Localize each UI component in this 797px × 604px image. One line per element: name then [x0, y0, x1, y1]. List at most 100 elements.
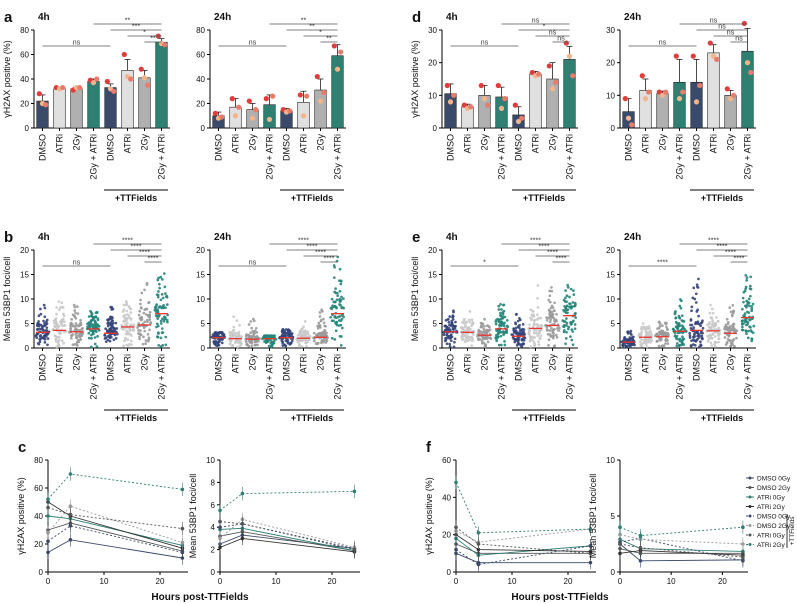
cell-point [515, 344, 519, 347]
cell-point [513, 330, 516, 334]
y-tick-label: 0 [433, 344, 438, 353]
cell-point [697, 314, 700, 318]
cell-point [694, 292, 698, 296]
cell-point [548, 329, 552, 332]
cell-point [62, 341, 66, 345]
cell-point [528, 338, 532, 342]
cell-point [723, 327, 726, 331]
series-point [454, 525, 458, 529]
category-label: ATRi [709, 354, 719, 373]
cell-point [129, 334, 133, 337]
cell-point [728, 339, 732, 342]
cell-point [122, 320, 125, 323]
cell-point [138, 309, 142, 313]
cell-point [539, 316, 543, 320]
cell-point [666, 342, 670, 345]
cell-point [233, 341, 237, 344]
cell-point [674, 320, 678, 324]
cell-point [547, 344, 550, 347]
x-tick-label: 20 [718, 577, 727, 586]
significance-label: ns [481, 40, 489, 47]
cell-point [306, 340, 309, 343]
cell-point [571, 343, 575, 347]
cell-point [268, 335, 272, 339]
cell-point [677, 325, 680, 328]
cell-point [246, 343, 249, 347]
cell-point [57, 300, 61, 304]
cell-point [218, 330, 221, 334]
cell-point [517, 326, 521, 330]
significance-label: **** [717, 244, 728, 251]
replicate-point [673, 53, 679, 59]
y-tick-label: 20 [428, 246, 437, 255]
cell-point [665, 325, 668, 329]
cell-point [333, 265, 336, 269]
cell-point [57, 335, 61, 339]
replicate-point [232, 113, 239, 119]
category-label: DMSO [692, 354, 702, 381]
cell-point [671, 327, 675, 331]
series-point [180, 540, 185, 545]
cell-point [536, 306, 540, 309]
cell-point [70, 334, 74, 337]
cell-point [57, 344, 61, 347]
replicate-point [529, 69, 535, 76]
cell-point [159, 319, 163, 323]
cell-point [564, 289, 567, 292]
panel-letter: c [18, 439, 26, 456]
replicate-point [111, 88, 117, 94]
cell-point [93, 319, 97, 323]
cell-point [502, 309, 506, 313]
significance-label: **** [547, 250, 558, 257]
legend-entry: ATRi 0Gy [757, 495, 785, 502]
bar [656, 93, 669, 129]
replicate-point [334, 66, 341, 72]
significance-label: ns [73, 260, 81, 267]
cell-point [302, 325, 305, 329]
cell-point [342, 315, 345, 319]
ttfields-label: +TTFields [115, 413, 157, 423]
cell-point [532, 340, 536, 344]
cell-point [572, 293, 576, 296]
category-label: DMSO [38, 134, 48, 161]
category-label: ATRi [299, 354, 309, 373]
cell-point [537, 343, 541, 346]
cell-point [236, 341, 240, 344]
category-label: 2Gy + ATRi [565, 354, 575, 400]
cell-point [496, 331, 500, 335]
bar [70, 88, 83, 129]
legend-entry: DMSO 0Gy [757, 514, 791, 521]
cell-point [53, 334, 57, 337]
cell-point [342, 297, 345, 301]
cell-point [701, 319, 704, 323]
category-label: ATRi [531, 134, 541, 153]
legend-entry: DMSO 2Gy [757, 523, 791, 530]
cell-point [129, 311, 133, 314]
cell-point [269, 338, 272, 342]
cell-point [143, 308, 147, 311]
cell-point [95, 345, 99, 348]
significance-label: ns [710, 18, 718, 25]
cell-point [680, 314, 684, 318]
category-label: 2Gy + ATRi [743, 354, 753, 400]
category-label: 2Gy + ATRi [89, 134, 99, 180]
cell-point [664, 339, 668, 343]
cell-point [661, 344, 664, 347]
replicate-point [270, 93, 276, 99]
legend-marker [748, 543, 752, 546]
replicate-point [317, 98, 324, 104]
y-tick-label: 40 [34, 512, 43, 521]
category-label: 2Gy [140, 354, 150, 371]
cell-point [36, 332, 40, 336]
cell-point [750, 337, 754, 341]
cell-point [120, 327, 124, 330]
legend-entry: ATRi 2Gy [757, 542, 785, 549]
series-line [455, 528, 591, 543]
cell-point [568, 295, 571, 299]
category-label: 2Gy + ATRi [333, 354, 343, 400]
cell-point [675, 337, 678, 340]
cell-point [107, 330, 111, 333]
y-tick-label: 10 [20, 295, 29, 304]
cell-point [122, 344, 125, 348]
replicate-point [300, 113, 307, 119]
